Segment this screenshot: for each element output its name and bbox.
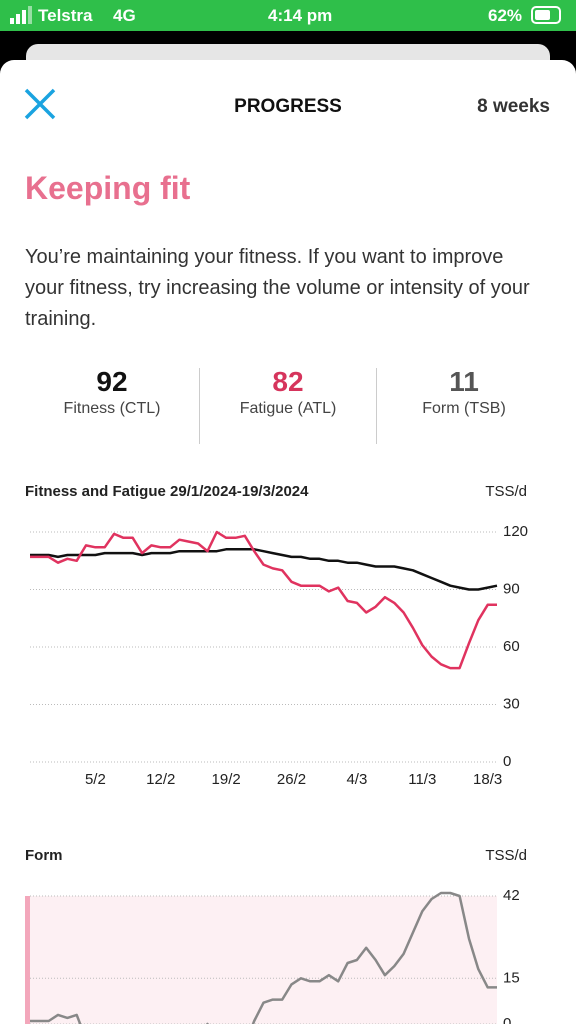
- stat-value: 82: [272, 366, 304, 397]
- data-line: [30, 548, 498, 591]
- y-tick-label: 60: [503, 638, 520, 655]
- chart-title: Fitness and Fatigue 29/1/2024-19/3/2024: [25, 483, 309, 500]
- status-bar: Telstra 4G 4:14 pm 62%: [0, 0, 576, 31]
- form-strip: [25, 896, 30, 1024]
- x-tick-label: 11/3: [408, 771, 436, 788]
- y-tick-label: 42: [503, 887, 520, 904]
- x-tick-label: 5/2: [85, 771, 106, 788]
- heading: Keeping fit: [25, 170, 191, 206]
- x-tick-label: 19/2: [212, 771, 241, 788]
- battery-icon: [531, 6, 561, 24]
- sheet: [0, 60, 576, 1024]
- battery-level: 62%: [488, 6, 523, 25]
- stat-value: 92: [96, 366, 128, 397]
- stat-label: Fitness (CTL): [63, 400, 161, 417]
- x-tick-label: 12/2: [146, 771, 175, 788]
- data-line: [30, 891, 497, 1024]
- x-tick-label: 26/2: [277, 771, 306, 788]
- stat-label: Fatigue (ATL): [239, 400, 337, 417]
- y-tick-label: 90: [503, 580, 520, 597]
- header-title: PROGRESS: [234, 96, 342, 117]
- y-axis-label: TSS/d: [485, 483, 527, 500]
- stat: 92 Fitness (CTL): [24, 366, 200, 418]
- y-tick-label: 0: [503, 753, 511, 770]
- x-tick-label: 4/3: [346, 771, 367, 788]
- chart-title: Form: [25, 847, 63, 864]
- stat-value: 11: [449, 366, 479, 397]
- stat-label: Form (TSB): [422, 400, 506, 417]
- x-tick-label: 18/3: [473, 771, 502, 788]
- y-tick-label: 120: [503, 523, 528, 540]
- close-button[interactable]: [22, 86, 62, 126]
- carrier: Telstra: [38, 6, 93, 25]
- separator: [376, 368, 377, 444]
- signal-icon: [10, 6, 32, 24]
- stat: 82 Fatigue (ATL): [200, 366, 376, 418]
- description: You’re maintaining your fitness. If you …: [25, 246, 530, 330]
- y-tick-label: 15: [503, 969, 520, 986]
- separator: [199, 368, 200, 444]
- stat: 11 Form (TSB): [376, 366, 552, 418]
- y-tick-label: 0: [503, 1015, 511, 1024]
- range-selector[interactable]: 8 weeks: [477, 96, 550, 117]
- data-line: [30, 530, 497, 670]
- network: 4G: [113, 6, 136, 25]
- y-tick-label: 30: [503, 695, 520, 712]
- time: 4:14 pm: [268, 6, 333, 25]
- y-axis-label: TSS/d: [485, 847, 527, 864]
